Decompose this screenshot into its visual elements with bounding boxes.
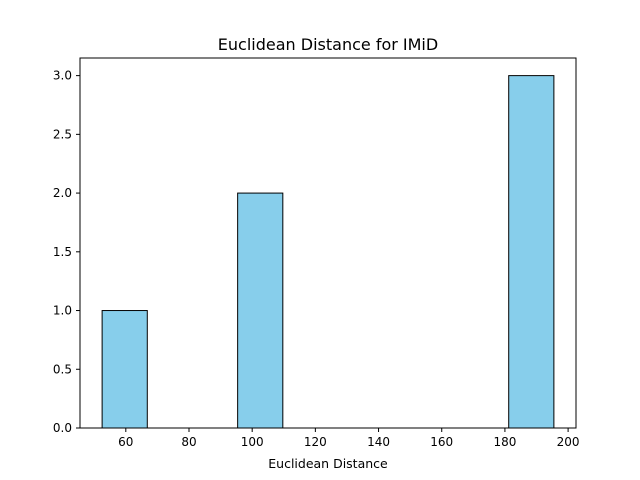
x-tick-label: 60 (118, 435, 133, 449)
x-tick-label: 120 (304, 435, 327, 449)
bars-layer (101, 75, 555, 429)
y-tick-label: 3.0 (53, 69, 72, 83)
histogram-bar (237, 192, 284, 429)
y-tick-label: 0.5 (53, 362, 72, 376)
y-tick-label: 0.0 (53, 421, 72, 435)
axes-layer: 60 80 100 120 140 160 180 200 0.0 0.5 1.0 1.5 2.0 2.5… (53, 57, 580, 449)
y-tick-label: 1.5 (53, 245, 72, 259)
x-axis-label: Euclidean Distance (268, 456, 388, 471)
y-tick-label: 2.5 (53, 127, 72, 141)
histogram-bar (101, 310, 148, 429)
plot-frame (79, 57, 577, 429)
y-tick-label: 2.0 (53, 186, 72, 200)
y-tick-label: 1.0 (53, 304, 72, 318)
x-tick-label: 80 (181, 435, 196, 449)
x-tick-label: 180 (493, 435, 516, 449)
x-tick-label: 140 (367, 435, 390, 449)
x-tick-label: 100 (241, 435, 264, 449)
x-tick-label: 160 (430, 435, 453, 449)
histogram-bar (508, 75, 555, 429)
x-tick-label: 200 (557, 435, 580, 449)
chart-title: Euclidean Distance for IMiD (218, 35, 438, 54)
